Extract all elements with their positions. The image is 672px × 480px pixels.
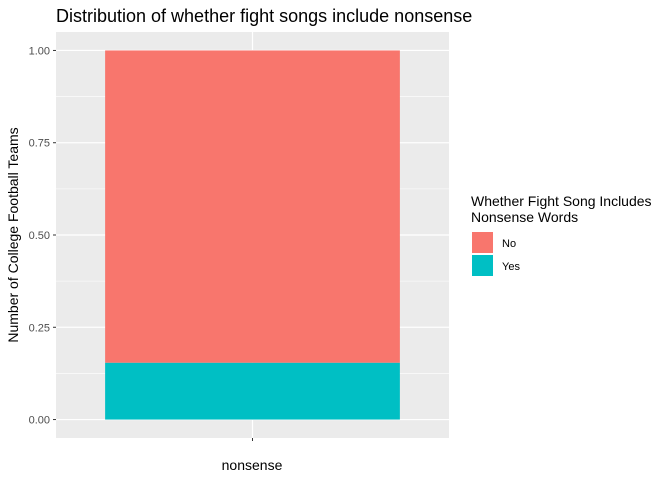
legend-title-line1: Whether Fight Song Includes	[471, 193, 652, 209]
legend-label-no: No	[502, 238, 516, 250]
bar-segment-no	[105, 50, 400, 363]
y-tick-label: 0.75	[29, 138, 50, 150]
y-axis-title: Number of College Football Teams	[5, 127, 21, 342]
y-tick-label: 0.50	[29, 230, 50, 242]
x-axis-title: nonsense	[222, 457, 283, 473]
y-tick-label: 0.00	[29, 415, 50, 427]
legend-key-no	[472, 232, 493, 253]
y-tick-label: 0.25	[29, 322, 50, 334]
bars	[105, 50, 400, 420]
bar-segment-yes	[105, 362, 400, 420]
y-tick-label: 1.00	[29, 45, 50, 57]
chart-title: Distribution of whether fight songs incl…	[56, 6, 472, 26]
legend-label-yes: Yes	[502, 261, 520, 273]
y-axis: 0.00 0.25 0.50 0.75 1.00	[29, 45, 56, 427]
legend-key-yes	[472, 255, 493, 276]
legend-title-line2: Nonsense Words	[471, 209, 578, 225]
legend: Whether Fight Song Includes Nonsense Wor…	[471, 193, 652, 276]
